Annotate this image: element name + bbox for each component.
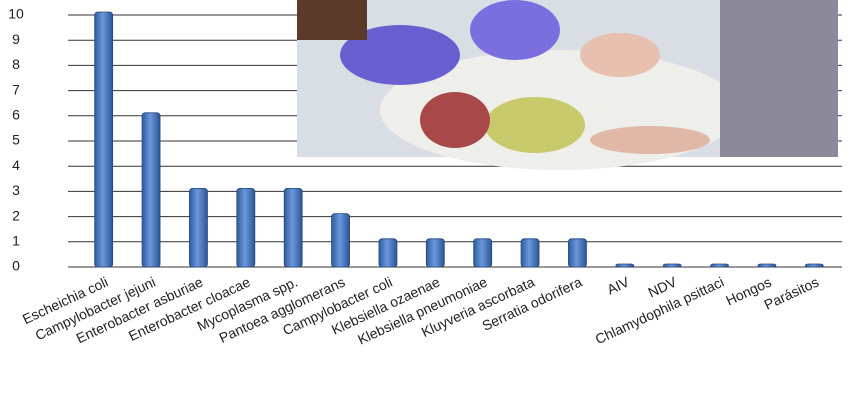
photo-glove <box>470 0 560 60</box>
photo-arm <box>297 0 367 40</box>
photo-sleeve <box>720 0 838 157</box>
y-tick-label: 0 <box>12 258 20 274</box>
bar <box>94 11 114 268</box>
bar <box>568 238 587 268</box>
bar <box>331 213 350 268</box>
bar <box>757 263 777 268</box>
y-tick-label: 2 <box>12 207 20 223</box>
y-tick-label: 6 <box>12 107 20 123</box>
bar <box>710 263 729 268</box>
bar <box>615 263 635 268</box>
bar <box>141 112 161 268</box>
photo-feathers <box>485 97 585 153</box>
bar <box>283 187 303 268</box>
x-tick-label: Parásitos <box>761 274 821 313</box>
photo-hand <box>590 126 710 154</box>
y-tick-label: 7 <box>12 81 20 97</box>
y-tick-label: 5 <box>12 132 20 148</box>
bar <box>425 238 445 268</box>
y-tick-label: 4 <box>12 157 20 173</box>
y-tick-label: 1 <box>12 233 20 249</box>
y-tick-label: 8 <box>12 56 20 72</box>
photo <box>297 0 838 170</box>
y-tick-label: 3 <box>12 182 20 198</box>
y-tick-label: 9 <box>12 31 20 47</box>
bar <box>473 238 493 268</box>
photo-hand <box>580 33 660 77</box>
photo-specimen <box>420 92 490 148</box>
bar <box>520 238 540 268</box>
y-tick-label: 10 <box>8 6 24 22</box>
bar <box>662 263 682 268</box>
bar <box>804 263 824 268</box>
photo-glove <box>340 25 460 85</box>
bar <box>236 187 256 268</box>
bar <box>378 238 398 268</box>
bar <box>189 187 208 268</box>
x-tick-label: AIV <box>604 273 632 297</box>
